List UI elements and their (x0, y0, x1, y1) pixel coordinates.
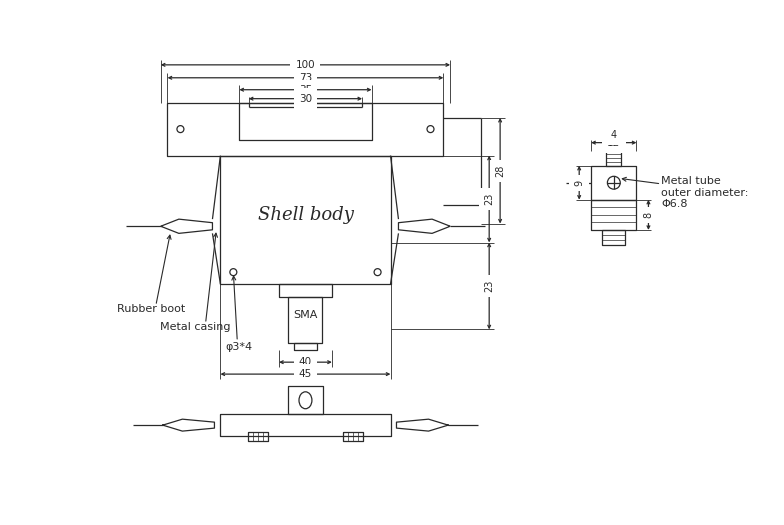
Text: 23: 23 (485, 280, 494, 292)
Text: Metal tube
outer diameter:
Φ6.8: Metal tube outer diameter: Φ6.8 (662, 176, 749, 209)
Text: 45: 45 (299, 369, 312, 379)
Text: 9: 9 (574, 180, 584, 186)
Text: 35: 35 (299, 85, 312, 94)
Text: 23: 23 (485, 193, 494, 205)
Text: SMA: SMA (293, 310, 318, 320)
Text: Rubber boot: Rubber boot (117, 304, 185, 314)
Text: 40: 40 (299, 357, 312, 367)
Text: 8: 8 (644, 212, 653, 218)
Text: 100: 100 (296, 60, 315, 70)
Text: 73: 73 (299, 73, 312, 83)
Text: 12: 12 (607, 138, 620, 148)
Text: 4: 4 (611, 130, 617, 140)
Text: φ3*4: φ3*4 (225, 342, 252, 352)
Text: 28: 28 (495, 164, 505, 177)
Text: Shell body: Shell body (257, 206, 354, 224)
Text: Metal casing: Metal casing (160, 322, 230, 332)
Text: 30: 30 (299, 93, 312, 103)
